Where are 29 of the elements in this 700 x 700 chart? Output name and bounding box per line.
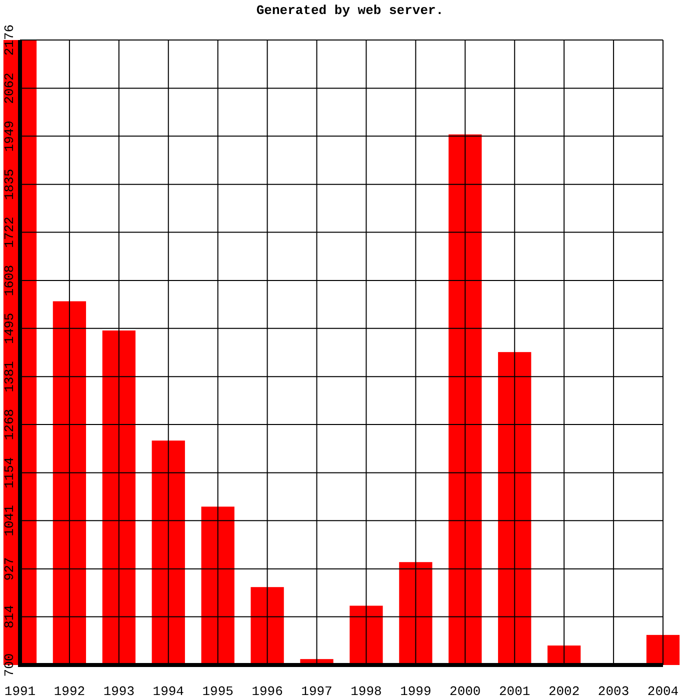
y-tick-label: 1495 [2,312,17,344]
x-tick-label: 2001 [499,684,530,699]
chart-title: Generated by web server. [256,3,444,18]
x-tick-label: 1996 [252,684,283,699]
x-tick-label: 1992 [54,684,86,699]
x-tick-label: 2004 [647,684,679,699]
y-tick-label: 1835 [2,168,17,200]
y-tick-label: 2176 [2,24,17,56]
y-tick-label: 700 [2,653,17,677]
x-tick-label: 1999 [400,684,432,699]
x-tick-label: 2002 [548,684,580,699]
y-tick-label: 814 [2,604,17,628]
x-tick-label: 2000 [450,684,481,699]
y-tick-label: 1381 [2,360,17,392]
y-tick-label: 2062 [2,72,17,104]
x-tick-label: 1997 [301,684,332,699]
y-tick-label: 1608 [2,264,17,296]
x-tick-label: 1993 [103,684,135,699]
x-tick-label: 1994 [152,684,184,699]
y-tick-label: 927 [2,557,17,581]
x-tick-label: 1998 [350,684,382,699]
x-tick-label: 2003 [598,684,630,699]
y-tick-label: 1154 [2,456,17,488]
x-tick-label: 1995 [202,684,234,699]
y-tick-label: 1722 [2,216,17,248]
y-tick-label: 1949 [2,120,17,152]
y-tick-label: 1041 [2,504,17,536]
x-tick-label: 1991 [4,684,36,699]
y-tick-label: 1268 [2,408,17,440]
